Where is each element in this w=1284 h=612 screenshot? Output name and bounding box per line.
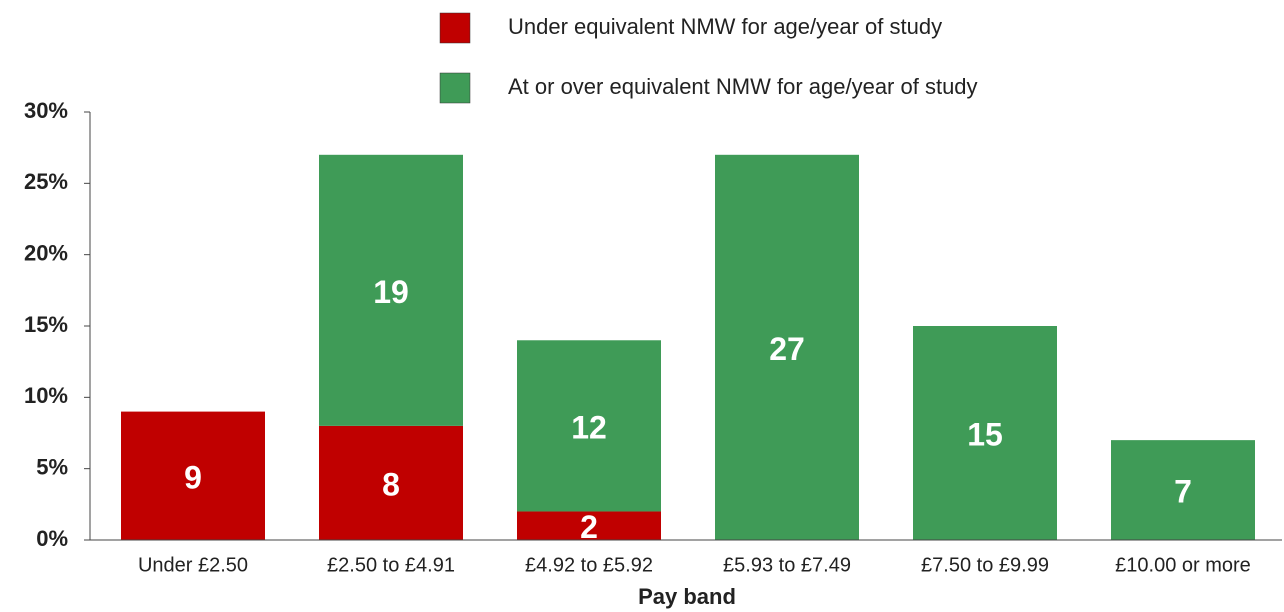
bar-segment <box>913 326 1057 540</box>
bar-segment <box>715 154 859 541</box>
x-tick-label: £2.50 to £4.91 <box>327 554 455 576</box>
y-tick-label: 15% <box>24 312 68 337</box>
x-axis-title: Pay band <box>638 584 736 609</box>
data-label: 19 <box>373 274 409 310</box>
x-tick-label: £10.00 or more <box>1115 554 1251 576</box>
x-tick-label: £5.93 to £7.49 <box>723 554 851 576</box>
y-tick-label: 30% <box>24 98 68 123</box>
y-tick-label: 10% <box>24 383 68 408</box>
x-tick-label: £4.92 to £5.92 <box>525 554 653 576</box>
x-tick-label: Under £2.50 <box>138 554 248 576</box>
bar-segment <box>319 154 463 426</box>
x-tick-label: £7.50 to £9.99 <box>921 554 1049 576</box>
y-tick-label: 25% <box>24 169 68 194</box>
data-label: 2 <box>580 509 598 545</box>
y-tick-label: 5% <box>36 454 68 479</box>
legend-swatch <box>439 72 471 104</box>
y-tick-label: 20% <box>24 240 68 265</box>
legend-swatch <box>439 12 471 44</box>
data-label: 12 <box>571 409 607 445</box>
legend-label: Under equivalent NMW for age/year of stu… <box>508 14 942 39</box>
data-label: 15 <box>967 416 1003 452</box>
bar-segment <box>121 411 265 540</box>
legend-label: At or over equivalent NMW for age/year o… <box>508 74 978 99</box>
y-tick-label: 0% <box>36 526 68 551</box>
data-label: 9 <box>184 459 202 495</box>
data-label: 8 <box>382 466 400 502</box>
data-label: 7 <box>1174 474 1192 510</box>
bar-segment <box>1111 440 1255 540</box>
bar-segment <box>319 425 463 540</box>
bar-segment <box>517 511 661 540</box>
data-label: 27 <box>769 331 805 367</box>
bar-segment <box>517 340 661 512</box>
